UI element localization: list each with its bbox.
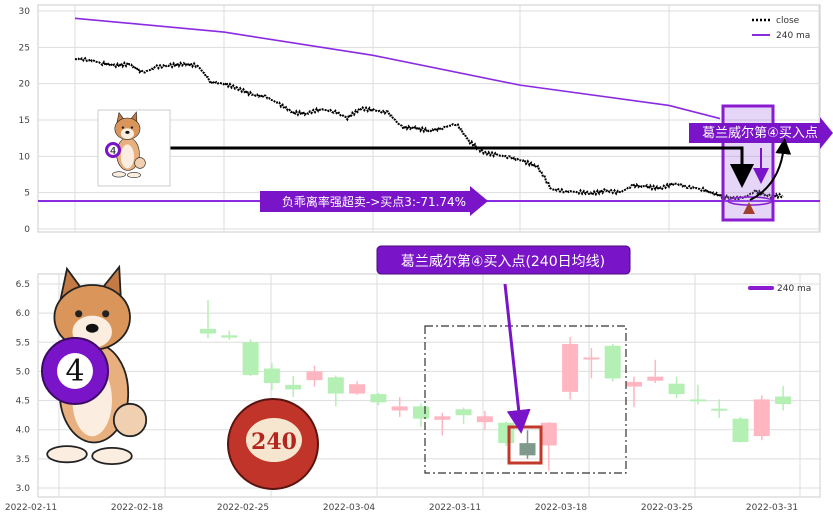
candle-body bbox=[519, 443, 536, 456]
candle-body bbox=[583, 357, 600, 360]
dog-eye bbox=[130, 126, 134, 129]
y-tick-label: 3.0 bbox=[16, 484, 31, 494]
y-tick-label: 5.0 bbox=[16, 367, 31, 377]
candle-body bbox=[455, 409, 472, 416]
x-tick-label: 2022-03-25 bbox=[641, 503, 693, 513]
candle-body bbox=[711, 408, 728, 411]
banner-circle bbox=[789, 123, 805, 139]
y-tick-label: 5 bbox=[24, 189, 30, 199]
oversold-banner bbox=[260, 186, 488, 216]
candle-body bbox=[476, 416, 493, 423]
dog-paw bbox=[91, 447, 133, 466]
candle-body bbox=[349, 384, 366, 394]
x-tick-label: 2022-03-31 bbox=[746, 503, 798, 513]
small-dog-icon bbox=[112, 111, 146, 179]
dog-paw bbox=[127, 172, 141, 179]
dog-nose bbox=[125, 130, 130, 134]
x-tick-label: 2022-02-25 bbox=[217, 503, 269, 513]
y-tick-label: 4.5 bbox=[16, 397, 30, 407]
candle-body bbox=[434, 416, 451, 420]
x-tick-label: 2022-02-18 bbox=[111, 503, 164, 513]
dog-nose bbox=[85, 323, 99, 333]
curved-arrow bbox=[749, 138, 792, 201]
candle-body bbox=[263, 368, 280, 384]
candle-body bbox=[540, 422, 557, 446]
ma240-line bbox=[74, 17, 721, 120]
candle-body bbox=[775, 396, 792, 405]
dog-eye bbox=[75, 310, 83, 318]
candle-body bbox=[370, 394, 387, 403]
focus-dashed-box bbox=[424, 325, 627, 474]
candle-body bbox=[306, 371, 323, 381]
candle-body bbox=[285, 384, 302, 390]
x-tick-label: 2022-03-18 bbox=[535, 503, 588, 513]
x-tick-label: 2022-03-04 bbox=[323, 503, 376, 513]
top-price-chart: 0 5 10 15 20 25 30 bbox=[19, 4, 833, 235]
candle-body bbox=[413, 406, 429, 419]
plot-area bbox=[37, 273, 821, 498]
buy-triangle-marker bbox=[743, 202, 755, 214]
dog-eye bbox=[121, 126, 125, 129]
y-tick-label: 30 bbox=[19, 7, 31, 17]
dog-eye bbox=[102, 310, 110, 318]
y-tick-label: 20 bbox=[19, 80, 31, 90]
dog-chest bbox=[120, 144, 134, 169]
close-line bbox=[74, 56, 784, 202]
y-tick-label: 0 bbox=[24, 225, 30, 235]
candle-body bbox=[200, 328, 216, 334]
y-tick-label: 15 bbox=[19, 116, 30, 126]
small-ball-4-center bbox=[108, 145, 118, 155]
y-tick-label: 5.5 bbox=[16, 338, 30, 348]
y-tick-label: 10 bbox=[19, 152, 31, 162]
candle-body bbox=[562, 344, 579, 392]
y-tick-label: 25 bbox=[19, 43, 30, 53]
candle-body bbox=[391, 406, 408, 411]
y-tick-label: 4.0 bbox=[16, 426, 31, 436]
candle-body bbox=[668, 383, 685, 395]
candle-body bbox=[604, 345, 621, 379]
bottom-candlestick-chart: 2022-02-11 2022-02-18 2022-02-25 2022-03-04… bbox=[5, 245, 821, 513]
x-tick-label: 2022-03-11 bbox=[429, 503, 481, 513]
ball-4-center bbox=[57, 353, 93, 389]
candle-body bbox=[647, 376, 664, 381]
y-tick-label: 6.0 bbox=[16, 309, 31, 319]
dog-tail bbox=[112, 402, 148, 438]
x-tick-label: 2022-02-11 bbox=[5, 503, 57, 513]
candle-body bbox=[753, 399, 770, 437]
ball-240-center bbox=[246, 418, 302, 462]
candle-body bbox=[626, 381, 642, 387]
candle-body bbox=[221, 335, 238, 338]
candle-body bbox=[732, 418, 749, 442]
candle-body bbox=[689, 399, 706, 402]
dog-paw bbox=[46, 445, 88, 464]
y-tick-label: 3.5 bbox=[16, 455, 30, 465]
candle-body bbox=[327, 377, 344, 394]
buy-pointer-arrow bbox=[503, 283, 531, 434]
candle-body bbox=[242, 342, 259, 375]
link-arrow bbox=[170, 146, 754, 188]
dog-paw bbox=[112, 171, 126, 178]
dog-tail bbox=[134, 157, 146, 169]
y-tick-label: 6.5 bbox=[16, 280, 30, 290]
bottom-title-box bbox=[376, 245, 631, 275]
